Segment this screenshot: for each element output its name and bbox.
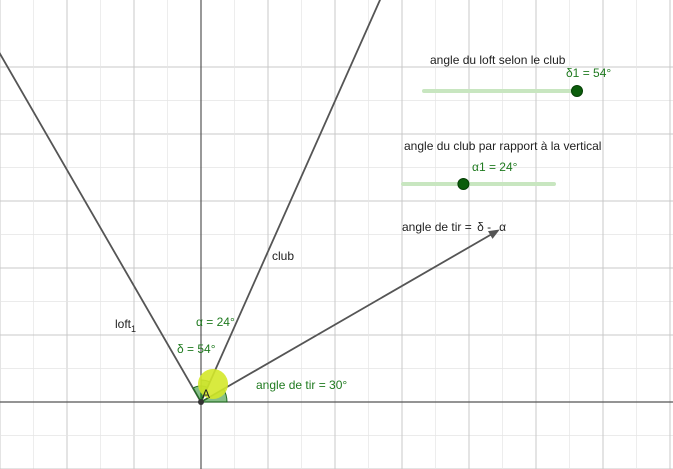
loft-slider-knob[interactable] bbox=[571, 85, 583, 97]
club-label: club bbox=[272, 249, 294, 263]
loft-line[interactable] bbox=[0, 47, 202, 403]
shot-vector[interactable] bbox=[200, 232, 494, 403]
loft-subscript: 1 bbox=[131, 324, 136, 334]
golf-ball[interactable] bbox=[198, 369, 228, 399]
club-line[interactable] bbox=[200, 0, 382, 403]
loft-label: loft1 bbox=[115, 317, 136, 334]
loft-slider-title: angle du loft selon le club bbox=[430, 53, 566, 67]
delta-value-label: δ = 54° bbox=[177, 342, 216, 356]
club-slider-value: α1 = 24° bbox=[472, 160, 518, 174]
point-a-label: A bbox=[202, 387, 210, 401]
formula-text: angle de tir = δ -α bbox=[402, 220, 506, 234]
shot-arrowhead bbox=[488, 229, 500, 239]
club-slider-knob[interactable] bbox=[457, 178, 470, 190]
alpha-value-label: α = 24° bbox=[196, 315, 235, 329]
point-a[interactable] bbox=[198, 399, 204, 405]
loft-slider-value: δ1 = 54° bbox=[566, 66, 611, 80]
shot-angle-label: angle de tir = 30° bbox=[256, 378, 347, 392]
club-slider-title: angle du club par rapport à la vertical bbox=[404, 139, 601, 153]
